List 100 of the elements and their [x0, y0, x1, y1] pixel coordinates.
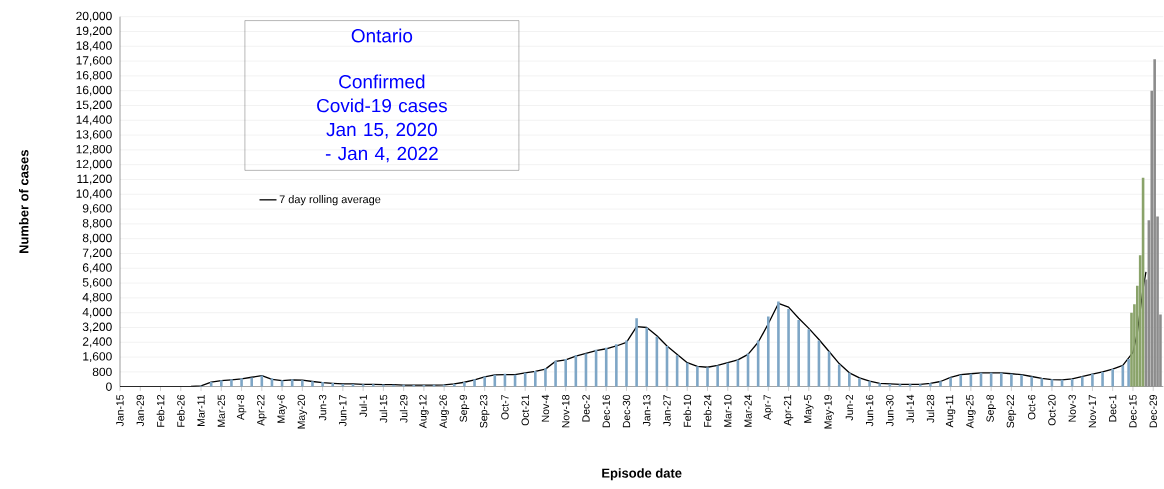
- bar: [1040, 378, 1044, 387]
- x-tick-label: May-20: [297, 394, 308, 429]
- y-tick-label: 18,400: [76, 41, 112, 52]
- x-tick-label: Aug-12: [419, 395, 429, 429]
- y-tick-label: 20,000: [76, 11, 112, 22]
- bar: [918, 384, 922, 387]
- x-axis-title: Episode date: [602, 468, 682, 481]
- x-tick-label: Jul-15: [379, 394, 388, 423]
- x-tick-label: Nov-4: [541, 394, 550, 422]
- chart-title: Ontario: [351, 28, 413, 43]
- legend-label: 7 day rolling average: [279, 195, 381, 206]
- y-tick-label: 4,800: [82, 292, 112, 303]
- x-tick-label: Nov-3: [1068, 394, 1076, 422]
- y-tick-label: 6,400: [82, 263, 112, 274]
- x-tick-label: Jun-3: [318, 394, 327, 421]
- x-tick-label: Jun-17: [339, 395, 347, 427]
- y-tick-label: 9,600: [82, 204, 112, 215]
- x-tick-label: May-5: [804, 394, 814, 423]
- y-tick-label: 15,200: [76, 100, 112, 111]
- y-tick-label: 19,200: [76, 26, 112, 37]
- x-tick-label: May-6: [277, 394, 287, 423]
- y-tick-label: 4,000: [82, 307, 112, 318]
- y-tick-label: 17,600: [76, 56, 112, 67]
- x-tick-label: Jan-27: [663, 395, 671, 427]
- y-tick-label: 10,400: [76, 189, 112, 200]
- bar: [290, 379, 294, 387]
- x-tick-label: Jan-13: [643, 394, 651, 427]
- y-axis-title: Number of cases: [18, 150, 29, 254]
- x-tick-label: Dec-29: [1149, 394, 1157, 428]
- x-tick-label: Aug-26: [439, 394, 449, 429]
- x-tick-label: Mar-11: [197, 394, 205, 426]
- bar: [999, 372, 1003, 387]
- x-tick-label: Feb-24: [703, 394, 712, 427]
- bar: [685, 362, 689, 387]
- x-tick-label: Dec-16: [602, 394, 610, 428]
- x-tick-label: Apr-7: [763, 395, 773, 421]
- bar: [959, 374, 963, 387]
- bar: [766, 316, 770, 387]
- x-tick-label: Jun-2: [845, 395, 854, 421]
- bar: [929, 383, 932, 387]
- x-tick-label: Jul-28: [926, 394, 935, 423]
- x-tick-label: Feb-12: [156, 395, 165, 427]
- x-tick-label: Oct-6: [1027, 394, 1036, 420]
- bar: [777, 301, 780, 387]
- x-tick-label: Sep-23: [479, 394, 490, 428]
- text: Confirmed Covid-19 cases Jan 15, 2020 - Jan 4, 2022: [317, 74, 447, 163]
- x-tick-label: Dec-30: [622, 394, 631, 428]
- y-tick-label: 11,200: [77, 174, 112, 185]
- bar: [797, 320, 800, 387]
- bar: [858, 378, 861, 387]
- y-tick-label: 7,200: [82, 248, 112, 259]
- bar: [696, 366, 699, 387]
- bar: [939, 381, 942, 387]
- x-tick-label: Apr-21: [783, 394, 794, 426]
- y-tick-label: 3,200: [82, 322, 112, 333]
- x-tick-label: Jun-30: [886, 394, 894, 427]
- x-tick-label: Oct-7: [501, 394, 509, 420]
- bar: [868, 381, 871, 387]
- x-tick-label: Mar-24: [744, 394, 752, 427]
- x-tick-label: Mar-10: [724, 394, 732, 427]
- x-tick-label: Sep-8: [986, 394, 996, 422]
- y-tick-label: 1,600: [83, 352, 112, 363]
- bar: [604, 347, 608, 387]
- bar: [716, 365, 719, 387]
- x-tick-label: Dec-2: [582, 395, 590, 422]
- x-tick-label: Feb-26: [176, 394, 185, 427]
- x-tick-label: Apr-8: [236, 394, 247, 421]
- x-tick-label: Dec-1: [1109, 394, 1117, 422]
- x-tick-label: Nov-18: [562, 394, 570, 428]
- y-tick-label: 800: [92, 367, 112, 377]
- bar: [1010, 373, 1013, 387]
- y-tick-label: 5,600: [82, 278, 112, 289]
- x-tick-label: Aug-11: [945, 394, 956, 428]
- x-tick-label: Jul-14: [906, 394, 914, 423]
- y-tick-label: 16,000: [76, 85, 112, 96]
- x-tick-label: Mar-25: [217, 394, 226, 427]
- x-tick-label: Sep-22: [1006, 395, 1017, 428]
- x-tick-label: Jul-1: [359, 394, 367, 417]
- bar: [949, 377, 952, 387]
- x-tick-label: Feb-10: [683, 394, 692, 427]
- bar: [787, 308, 790, 387]
- x-tick-label: Dec-15: [1129, 394, 1137, 428]
- x-tick-label: Aug-25: [966, 394, 976, 429]
- x-tick-label: Jan-15: [116, 394, 124, 427]
- bar: [726, 362, 730, 387]
- x-tick-label: Jul-29: [399, 394, 408, 423]
- y-tick-label: 2,400: [82, 337, 112, 348]
- y-tick-label: 13,600: [76, 130, 112, 141]
- x-tick-label: Sep-9: [459, 394, 470, 422]
- bar: [706, 367, 709, 387]
- y-tick-label: 8,000: [82, 233, 112, 244]
- bar: [878, 383, 882, 387]
- y-tick-label: 12,800: [76, 144, 112, 155]
- bar: [371, 384, 375, 387]
- x-tick-label: Nov-17: [1088, 395, 1097, 428]
- x-tick-label: Oct-21: [521, 394, 529, 426]
- bar: [220, 380, 223, 387]
- y-tick-label: 12,000: [76, 159, 112, 170]
- y-tick-label: 16,800: [76, 70, 112, 81]
- bar: [848, 372, 851, 387]
